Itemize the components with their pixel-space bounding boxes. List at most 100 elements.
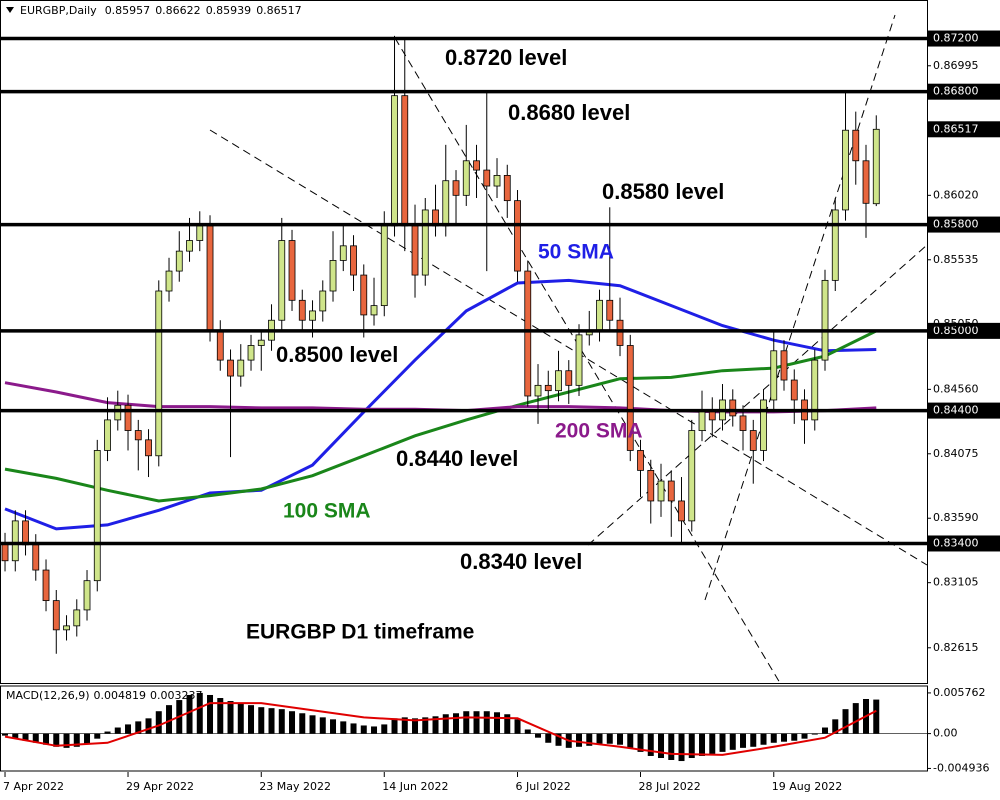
macd-bar [12,733,19,739]
macd-bar [166,705,173,734]
candle-body [165,270,173,292]
macd-bar [514,719,521,734]
candle-body [155,290,163,457]
level-label: 0.8580 level [602,179,724,204]
macd-bar [155,711,162,734]
macd-bar [53,733,60,747]
price-tag [928,121,1000,138]
candle-body [134,430,142,441]
candle-body [503,175,511,202]
x-tick-label: 7 Apr 2022 [3,780,64,793]
candle-body [104,419,111,451]
level-label: 0.8680 level [508,100,630,125]
y-tick-label: 0.86995 [933,59,979,72]
macd-bar [668,733,675,760]
macd-bar [873,699,880,734]
macd-bar [186,694,193,734]
y-tick-label: 0.82615 [933,641,979,654]
candle-body [544,384,552,392]
candle-body [247,345,255,361]
macd-bar [791,733,798,741]
macd-bar [207,694,214,734]
macd-bar [811,733,818,735]
macd-value: 0.004819 [94,689,147,702]
candle-body [83,580,91,611]
chart-header: EURGBP,Daily 0.85957 0.86622 0.85939 0.86517 [20,4,302,17]
low-value: 0.85939 [206,4,252,17]
macd-bar [391,718,398,734]
macd-bar [637,733,644,752]
y-tick-label: 0.005762 [933,686,986,699]
macd-bar [555,733,562,746]
macd-bar [545,733,552,743]
candle-body [350,245,357,276]
macd-bar [114,727,121,734]
candle-body [329,260,337,292]
candle-body [842,129,849,211]
candle-body [760,399,767,451]
candle-body [493,175,501,187]
level-label: 0.8340 level [460,549,582,574]
candle-body [667,480,675,502]
candle-body [380,225,388,307]
candle-body [780,350,788,381]
trend-line [394,37,781,684]
macd-bar [43,733,50,745]
candle-body [288,240,296,301]
macd-bar [750,733,757,747]
candle-body [565,370,573,386]
candle-body [145,439,152,457]
macd-bar [483,711,490,734]
candle-body [462,160,470,196]
macd-bar [145,718,152,734]
candle-body [421,209,429,276]
macd-bar [278,709,285,734]
candle-body [596,299,603,332]
macd-bar [330,719,337,734]
level-tag [928,30,1000,47]
candle-body [63,625,70,631]
close-value: 0.86517 [256,4,302,17]
level-label: 0.8720 level [445,45,567,70]
candle-body [442,180,450,227]
candle-body [616,319,624,346]
candle-body [473,160,480,171]
macd-bar [740,733,747,748]
sma-label: 50 SMA [538,241,614,264]
candle-body [698,410,706,431]
macd-bar [781,733,788,742]
candle-body [749,430,757,451]
candle-body [186,240,193,252]
macd-bar [135,721,142,734]
macd-bar [217,698,224,734]
candle-body [483,169,491,187]
macd-header: MACD(12,26,9) 0.004819 0.003237 [6,689,203,702]
macd-bar [504,714,511,734]
candle-body [52,600,60,631]
candle-body [73,609,81,627]
macd-bar [852,703,859,734]
level-tick-label: 0.84400 [933,404,979,417]
macd-bar [319,717,326,734]
candle-body [770,350,778,401]
x-tick-label: 6 Jul 2022 [516,780,571,793]
candle-body [678,500,685,522]
candle-body [216,330,224,361]
macd-bar [32,733,39,743]
macd-bar [258,707,265,734]
macd-bar [248,705,255,734]
candle-body [811,359,819,421]
level-label: 0.8440 level [396,446,518,471]
y-tick-label: -0.004936 [933,761,989,774]
y-tick-label: 0.83105 [933,576,979,589]
macd-bar [586,733,593,746]
macd-bar [453,713,460,734]
candle-body [391,95,398,227]
macd-bar [371,726,378,734]
x-tick-label: 28 Jul 2022 [639,780,701,793]
macd-bar [22,733,29,741]
macd-bar [381,724,388,734]
candle-body [401,95,409,227]
